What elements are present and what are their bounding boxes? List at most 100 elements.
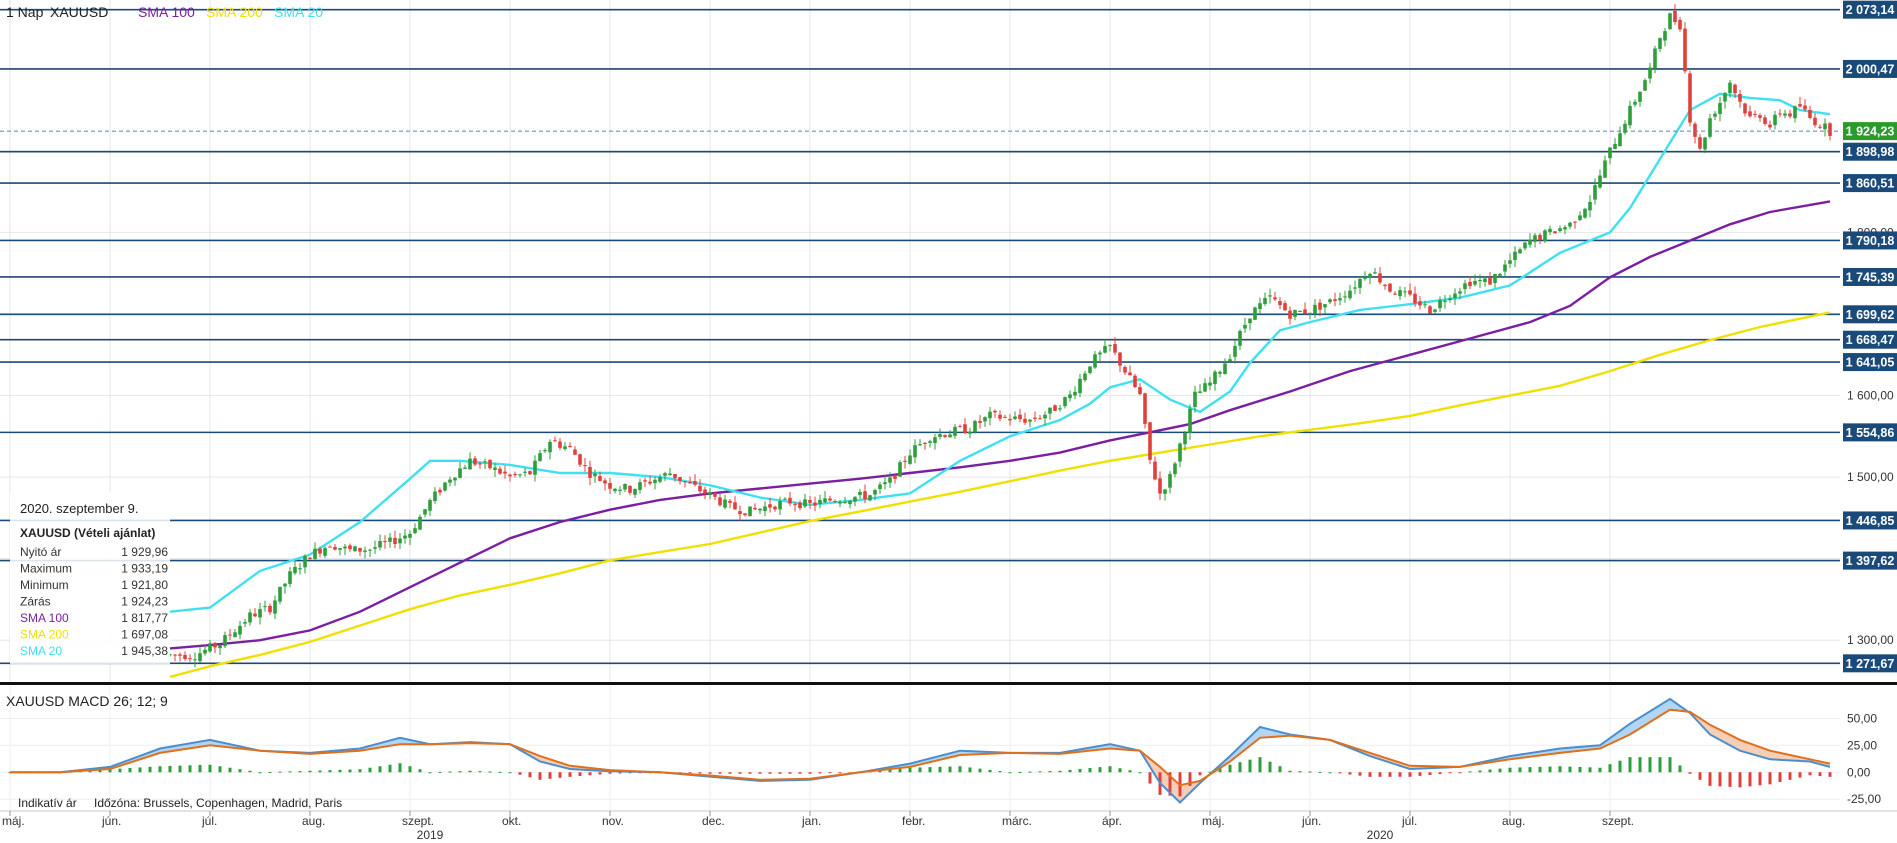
- candle-body[interactable]: [993, 410, 997, 413]
- candle-body[interactable]: [1758, 115, 1762, 118]
- candle-body[interactable]: [563, 446, 567, 450]
- candle-body[interactable]: [478, 463, 482, 465]
- candle-body[interactable]: [608, 483, 612, 489]
- legend-sma200[interactable]: SMA 200: [206, 4, 263, 20]
- candle-body[interactable]: [978, 420, 982, 423]
- candle-body[interactable]: [253, 613, 257, 617]
- candle-body[interactable]: [763, 506, 767, 512]
- candle-body[interactable]: [768, 504, 772, 508]
- panel-separator[interactable]: [0, 682, 1897, 685]
- candle-body[interactable]: [1478, 280, 1482, 282]
- candle-body[interactable]: [1103, 346, 1107, 353]
- candle-body[interactable]: [1593, 185, 1597, 200]
- level-price-tag[interactable]: [1843, 267, 1897, 286]
- candle-body[interactable]: [598, 475, 602, 482]
- candle-body[interactable]: [433, 491, 437, 501]
- candle-body[interactable]: [668, 473, 672, 476]
- candle-body[interactable]: [1403, 291, 1407, 293]
- candle-body[interactable]: [293, 567, 297, 574]
- candle-body[interactable]: [898, 462, 902, 477]
- candle-body[interactable]: [983, 417, 987, 422]
- candle-body[interactable]: [1128, 372, 1132, 376]
- candle-body[interactable]: [1603, 160, 1607, 178]
- candle-body[interactable]: [753, 507, 757, 510]
- candle-body[interactable]: [1488, 277, 1492, 285]
- candle-body[interactable]: [1073, 391, 1077, 396]
- candle-body[interactable]: [1003, 416, 1007, 418]
- candle-body[interactable]: [1783, 113, 1787, 116]
- candle-body[interactable]: [1458, 291, 1462, 294]
- candle-body[interactable]: [1808, 109, 1812, 118]
- candle-body[interactable]: [313, 548, 317, 559]
- candle-body[interactable]: [1623, 123, 1627, 133]
- candle-body[interactable]: [773, 506, 777, 510]
- candle-body[interactable]: [343, 546, 347, 549]
- candle-body[interactable]: [1203, 383, 1207, 392]
- candle-body[interactable]: [1668, 13, 1672, 30]
- level-price-tag[interactable]: [1843, 353, 1897, 372]
- candle-body[interactable]: [1113, 344, 1117, 353]
- candle-body[interactable]: [1223, 363, 1227, 375]
- candle-body[interactable]: [1563, 227, 1567, 230]
- candle-body[interactable]: [928, 441, 932, 443]
- candle-body[interactable]: [1083, 373, 1087, 381]
- candle-body[interactable]: [318, 548, 322, 554]
- candle-body[interactable]: [1198, 391, 1202, 394]
- candle-body[interactable]: [703, 489, 707, 494]
- candle-body[interactable]: [508, 474, 512, 477]
- candle-body[interactable]: [283, 583, 287, 587]
- candle-body[interactable]: [238, 625, 242, 635]
- legend-sma20[interactable]: SMA 20: [274, 4, 323, 20]
- candle-body[interactable]: [613, 488, 617, 492]
- candle-body[interactable]: [663, 473, 667, 476]
- candle-body[interactable]: [1513, 251, 1517, 261]
- candle-body[interactable]: [1638, 91, 1642, 102]
- candle-body[interactable]: [1208, 382, 1212, 386]
- candle-body[interactable]: [1578, 215, 1582, 220]
- candle-body[interactable]: [258, 609, 262, 618]
- candle-body[interactable]: [1473, 280, 1477, 285]
- candle-body[interactable]: [1068, 394, 1072, 399]
- candle-body[interactable]: [1698, 137, 1702, 149]
- candle-body[interactable]: [288, 571, 292, 584]
- candle-body[interactable]: [1368, 273, 1372, 278]
- candle-body[interactable]: [1508, 260, 1512, 264]
- candle-body[interactable]: [638, 482, 642, 490]
- candle-body[interactable]: [568, 445, 572, 447]
- candle-body[interactable]: [213, 643, 217, 648]
- candle-body[interactable]: [843, 501, 847, 503]
- candle-body[interactable]: [803, 499, 807, 507]
- candle-body[interactable]: [1373, 272, 1377, 274]
- candle-body[interactable]: [1823, 123, 1827, 130]
- candle-body[interactable]: [1493, 273, 1497, 284]
- candle-body[interactable]: [913, 445, 917, 458]
- candle-body[interactable]: [1248, 318, 1252, 324]
- candle-body[interactable]: [748, 506, 752, 517]
- candle-body[interactable]: [1173, 463, 1177, 475]
- candle-body[interactable]: [1328, 299, 1332, 303]
- candle-body[interactable]: [1133, 375, 1137, 387]
- candle-body[interactable]: [783, 498, 787, 500]
- candle-body[interactable]: [1378, 273, 1382, 283]
- candle-body[interactable]: [1243, 324, 1247, 329]
- candle-body[interactable]: [1168, 473, 1172, 488]
- candle-body[interactable]: [823, 498, 827, 503]
- candle-body[interactable]: [1358, 278, 1362, 288]
- candle-body[interactable]: [443, 482, 447, 491]
- candle-body[interactable]: [1048, 407, 1052, 414]
- level-price-tag[interactable]: [1843, 511, 1897, 530]
- candle-body[interactable]: [918, 444, 922, 446]
- candle-body[interactable]: [643, 480, 647, 482]
- candle-body[interactable]: [488, 459, 492, 469]
- candle-body[interactable]: [583, 465, 587, 467]
- candle-body[interactable]: [658, 477, 662, 482]
- candle-body[interactable]: [1093, 354, 1097, 368]
- candle-body[interactable]: [453, 477, 457, 481]
- candle-body[interactable]: [1008, 418, 1012, 421]
- candle-body[interactable]: [228, 634, 232, 636]
- candle-body[interactable]: [408, 533, 412, 538]
- candle-body[interactable]: [948, 434, 952, 438]
- candle-body[interactable]: [1398, 290, 1402, 297]
- candle-body[interactable]: [1633, 101, 1637, 105]
